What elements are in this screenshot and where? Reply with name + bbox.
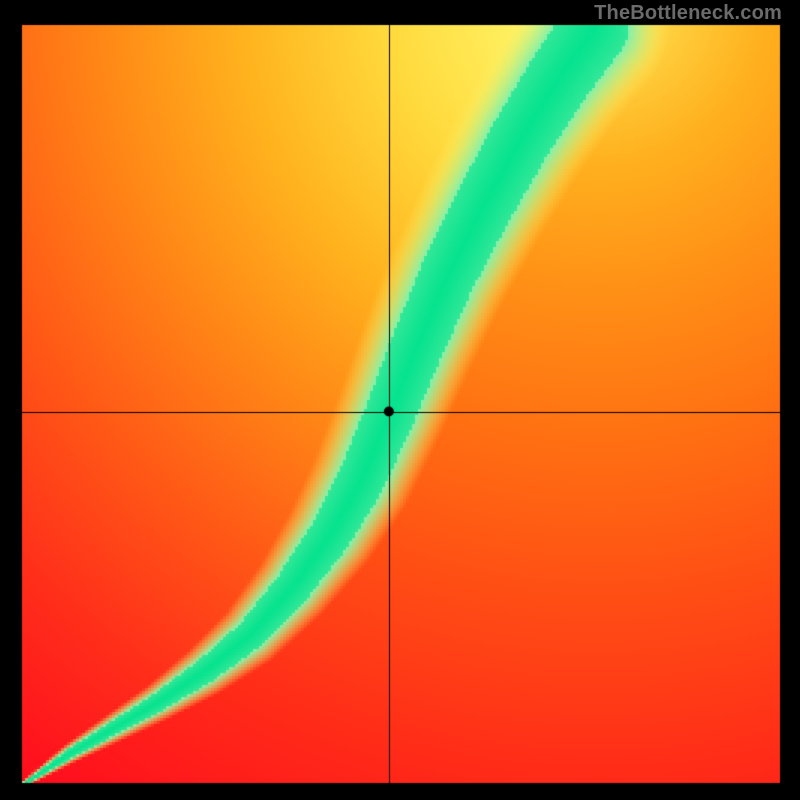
watermark-text: TheBottleneck.com: [594, 2, 782, 25]
bottleneck-heatmap: [0, 0, 800, 800]
